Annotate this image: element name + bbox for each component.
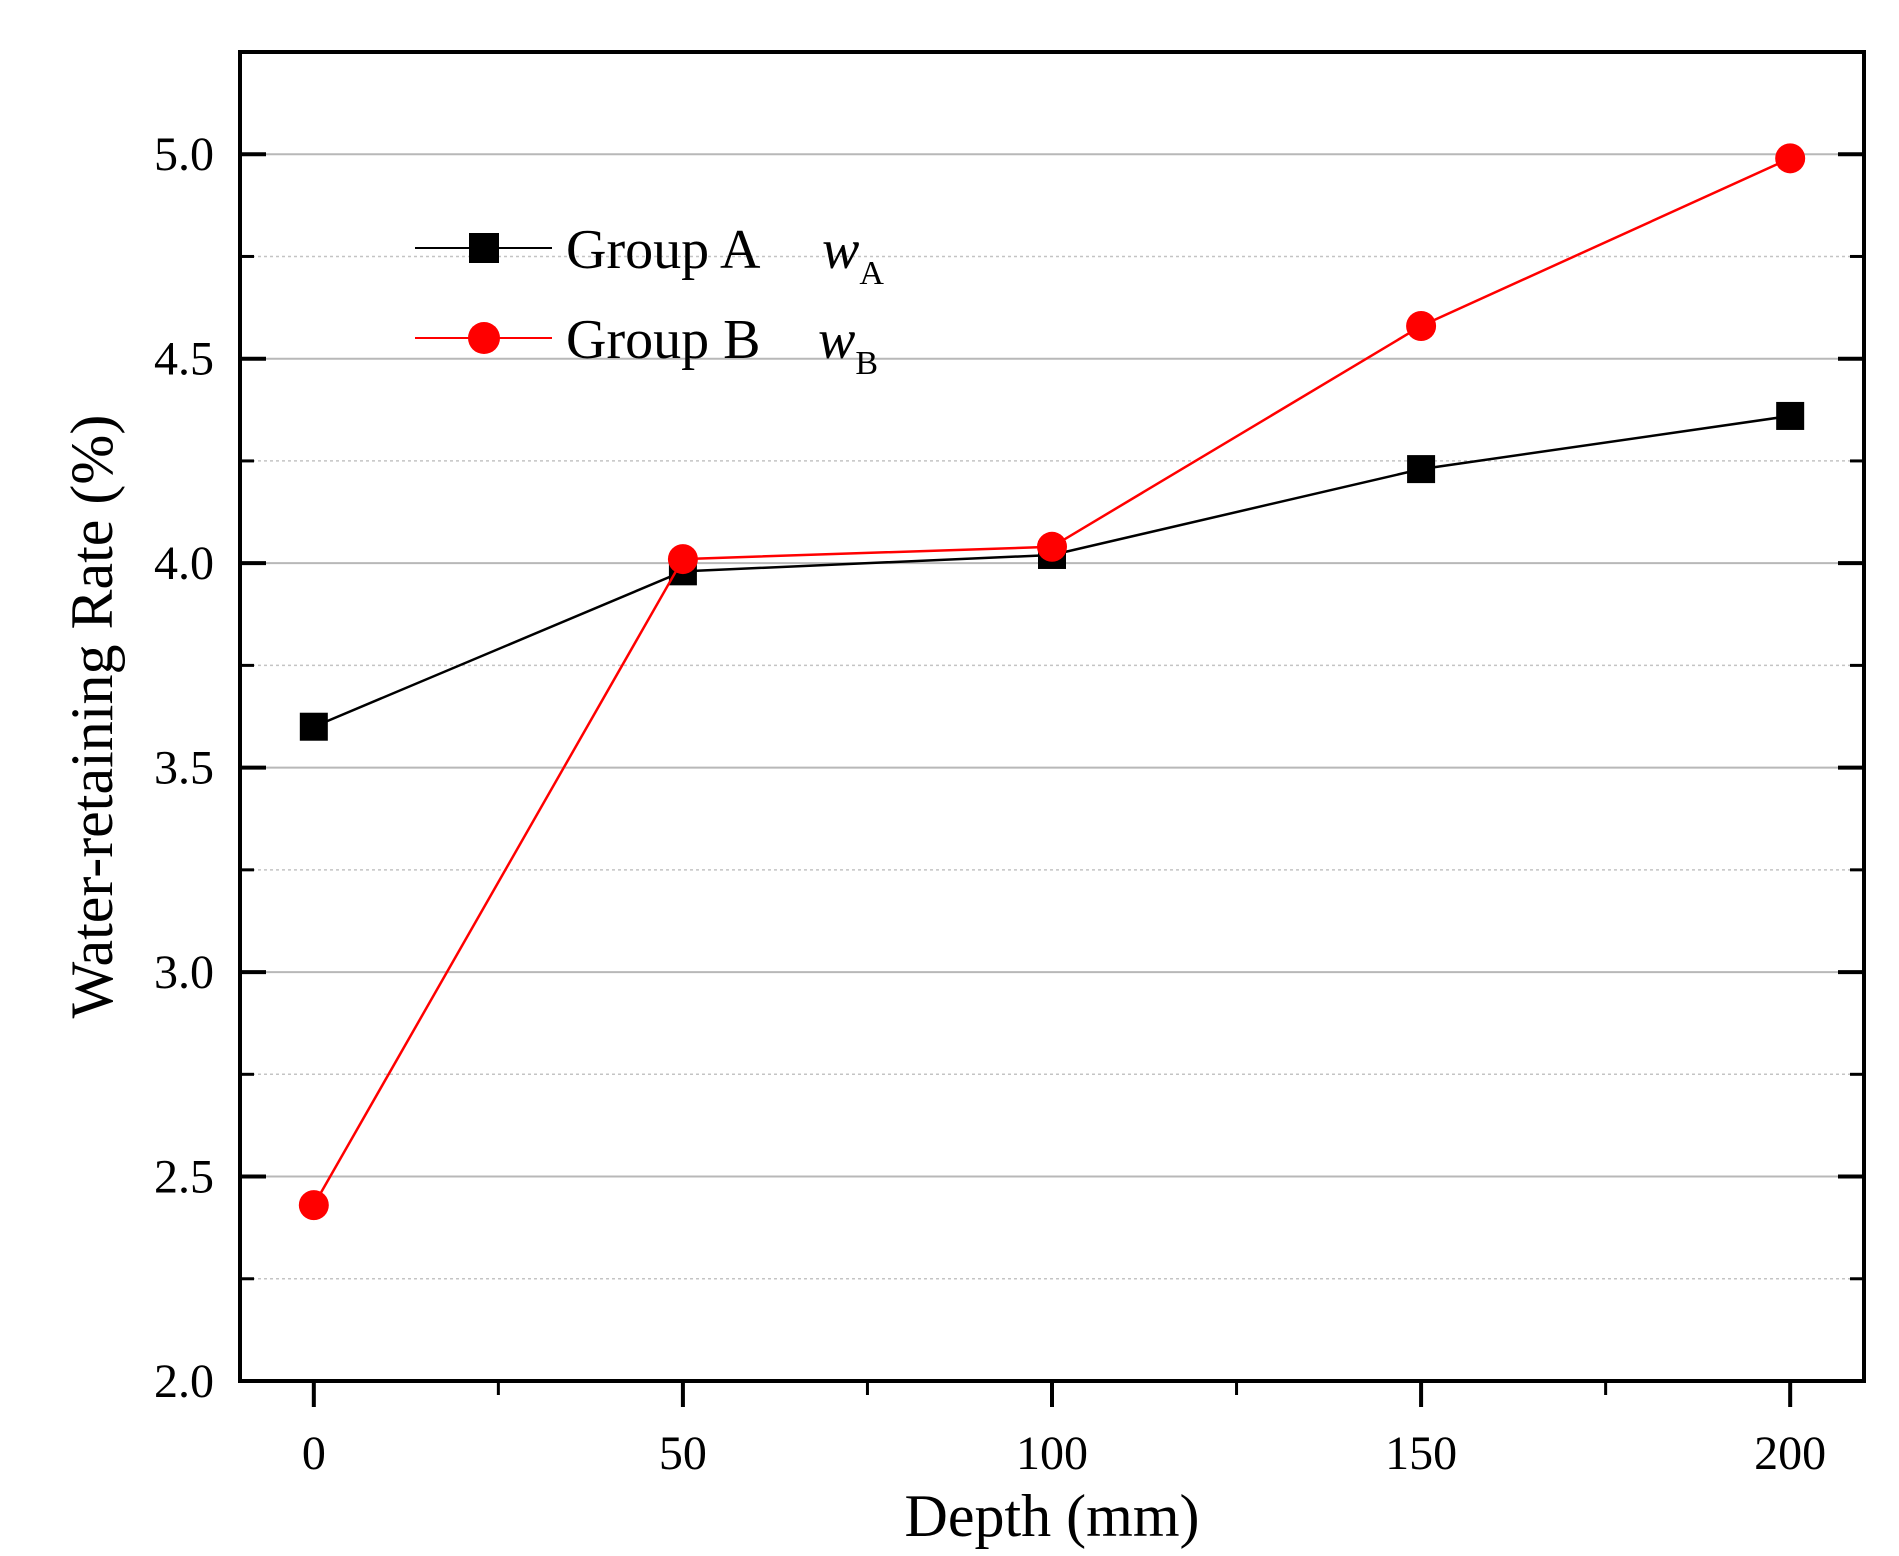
y-tick-label: 4.5	[154, 333, 214, 386]
y-tick-label: 3.0	[154, 946, 214, 999]
data-point-group-a	[1407, 455, 1436, 484]
legend-marker-group-b	[468, 322, 500, 354]
x-tick-labels: 0 50 100 150 200	[302, 1427, 1826, 1480]
x-tick-label: 0	[302, 1427, 326, 1480]
data-point-group-a	[299, 712, 328, 741]
series-group	[298, 143, 1806, 1221]
y-tick-label: 5.0	[154, 128, 214, 181]
y-axis-title: Water-retaining Rate (%)	[59, 415, 125, 1019]
legend-marker-group-a	[469, 233, 499, 263]
data-point-group-b	[1037, 531, 1067, 562]
legend-symbol-group-b: wB	[818, 309, 878, 382]
legend-label-group-b: Group B	[566, 309, 760, 371]
y-tick-label: 2.0	[154, 1355, 214, 1408]
y-tick-label: 3.5	[154, 742, 214, 795]
data-point-group-b	[298, 1190, 329, 1221]
y-tick-label: 4.0	[154, 537, 214, 590]
data-point-group-b	[1406, 310, 1437, 341]
legend-item-group-b: Group B wB	[415, 309, 878, 382]
x-tick-label: 100	[1016, 1427, 1088, 1480]
legend-item-group-a: Group A wA	[415, 219, 884, 292]
plot-frame	[238, 50, 1866, 1383]
series-group-b	[298, 143, 1806, 1221]
data-point-group-b	[1775, 143, 1806, 174]
data-point-group-a	[1776, 401, 1805, 430]
grid-lines	[240, 153, 1864, 1280]
legend: Group A wA Group B wB	[415, 219, 884, 382]
x-tick-label: 200	[1754, 1427, 1826, 1480]
data-point-group-b	[667, 544, 698, 575]
legend-symbol-group-a: wA	[822, 219, 884, 292]
x-tick-label: 50	[659, 1427, 707, 1480]
legend-label-group-a: Group A	[566, 219, 761, 281]
y-tick-labels: 2.0 2.5 3.0 3.5 4.0 4.5 5.0	[154, 128, 214, 1408]
x-axis-title: Depth (mm)	[905, 1483, 1200, 1549]
y-tick-label: 2.5	[154, 1151, 214, 1204]
x-tick-label: 150	[1385, 1427, 1457, 1480]
